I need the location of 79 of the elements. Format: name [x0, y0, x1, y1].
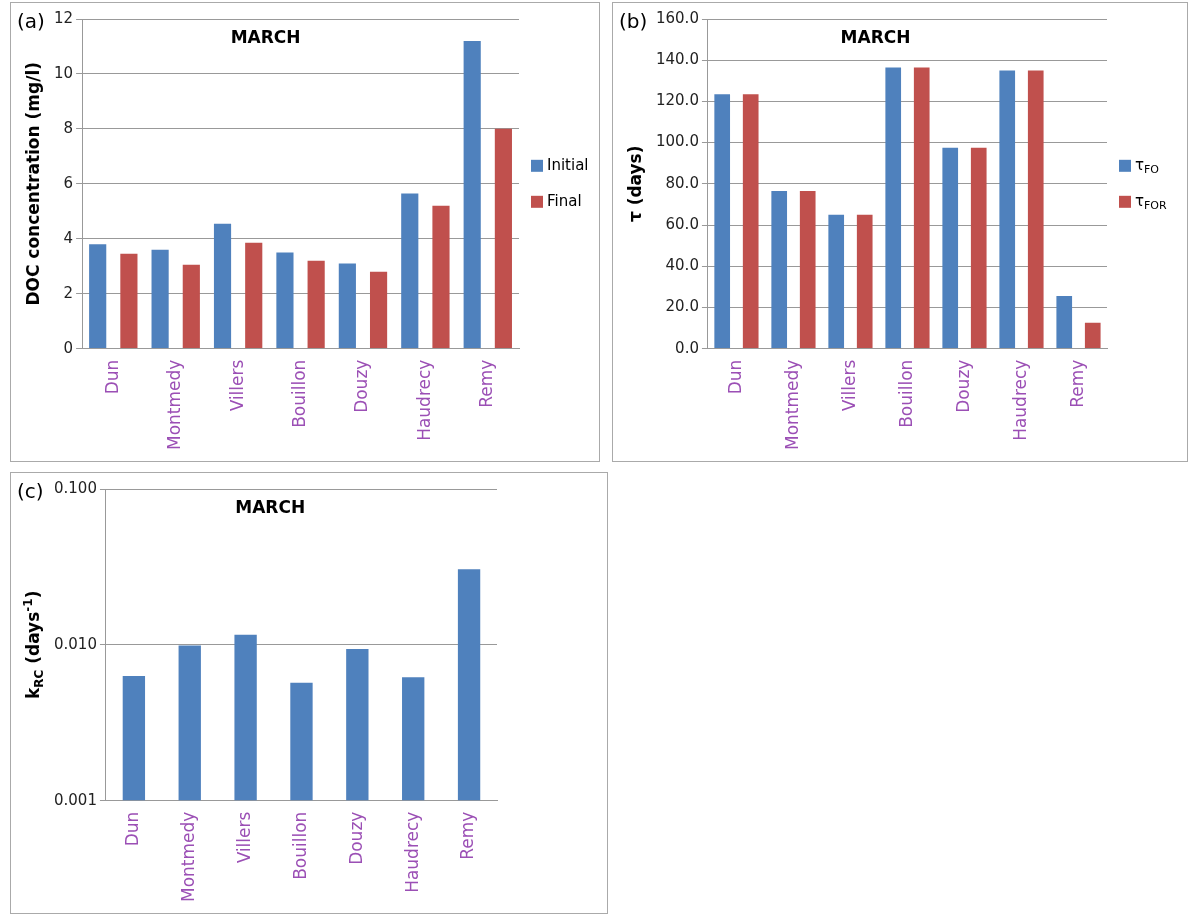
- y-tick-label: 0.100: [53, 478, 97, 497]
- legend-label: Final: [547, 191, 582, 210]
- x-tick-label: Montmedy: [164, 359, 185, 451]
- bar: [799, 191, 816, 349]
- bar: [338, 263, 356, 349]
- bar: [369, 271, 388, 349]
- x-tick-label: Haudrecy: [401, 811, 422, 893]
- bar: [307, 260, 325, 349]
- bar: [432, 205, 450, 349]
- x-tick-label: Dun: [724, 359, 745, 395]
- x-tick-label: Douzy: [351, 359, 372, 413]
- x-tick-label: Douzy: [345, 811, 366, 865]
- bar: [942, 147, 959, 349]
- x-tick-label: Douzy: [952, 359, 973, 413]
- x-tick-label: Montmedy: [781, 359, 802, 451]
- text: MARCH: [235, 497, 306, 518]
- x-tick-label: Dun: [122, 811, 143, 847]
- y-tick-label: 8: [63, 118, 74, 137]
- y-tick-label: 80.0: [665, 173, 699, 192]
- x-tick-label: Haudrecy: [1009, 359, 1030, 441]
- y-tick-label: 0: [63, 338, 74, 357]
- bar: [1084, 322, 1101, 349]
- bar: [401, 193, 419, 349]
- text: (b): [619, 9, 648, 34]
- bar: [276, 252, 294, 349]
- bar: [463, 40, 481, 349]
- bar: [213, 223, 232, 349]
- x-tick-label: Villers: [226, 359, 247, 412]
- x-tick-label: Remy: [1066, 359, 1087, 408]
- bar: [151, 249, 169, 349]
- y-axis-title: τ (days): [625, 145, 646, 223]
- x-tick-label: Dun: [101, 359, 122, 395]
- y-tick-label: 12: [53, 8, 74, 27]
- y-tick-label: 2: [63, 283, 74, 302]
- bar: [742, 94, 759, 349]
- bar: [885, 67, 902, 349]
- bar: [120, 253, 138, 349]
- y-tick-label: 0.001: [53, 790, 97, 809]
- y-tick-label: 0.0: [675, 338, 699, 357]
- x-tick-label: Bouillon: [895, 359, 916, 428]
- y-tick-label: 160.0: [655, 8, 699, 27]
- bar: [913, 67, 930, 349]
- bar: [182, 264, 200, 349]
- bar: [1027, 70, 1044, 349]
- x-tick-label: Bouillon: [288, 359, 309, 428]
- text: (c): [17, 479, 44, 504]
- x-tick-label: Remy: [457, 811, 478, 860]
- x-tick-label: Villers: [838, 359, 859, 412]
- x-tick-label: Bouillon: [289, 811, 310, 880]
- y-tick-label: 20.0: [665, 297, 699, 316]
- y-tick-label: 0.010: [53, 634, 97, 653]
- y-tick-label: 120.0: [655, 91, 699, 110]
- text: MARCH: [230, 27, 301, 48]
- bar: [999, 70, 1016, 349]
- bar: [714, 94, 731, 349]
- bar: [970, 147, 987, 349]
- y-tick-label: 40.0: [665, 256, 699, 275]
- bar: [89, 244, 107, 349]
- bar: [856, 214, 873, 349]
- x-tick-label: Remy: [476, 359, 497, 408]
- y-tick-label: 10: [53, 63, 74, 82]
- legend-label: Initial: [547, 155, 589, 174]
- x-tick-label: Haudrecy: [413, 359, 434, 441]
- y-tick-label: 60.0: [665, 214, 699, 233]
- y-tick-label: 140.0: [655, 50, 699, 69]
- x-tick-label: Villers: [234, 811, 255, 864]
- bar: [1056, 296, 1073, 349]
- bar: [828, 214, 845, 349]
- bar: [771, 191, 788, 349]
- y-axis-title: kRC (days-1): [21, 590, 47, 700]
- text: MARCH: [840, 27, 911, 48]
- y-tick-label: 4: [63, 228, 74, 247]
- bar: [245, 242, 263, 349]
- y-tick-label: 6: [63, 173, 74, 192]
- bar: [494, 128, 512, 349]
- text: (a): [17, 9, 45, 34]
- y-axis-title: DOC concentration (mg/l): [23, 62, 44, 306]
- y-tick-label: 100.0: [655, 132, 699, 151]
- x-tick-label: Montmedy: [178, 811, 199, 903]
